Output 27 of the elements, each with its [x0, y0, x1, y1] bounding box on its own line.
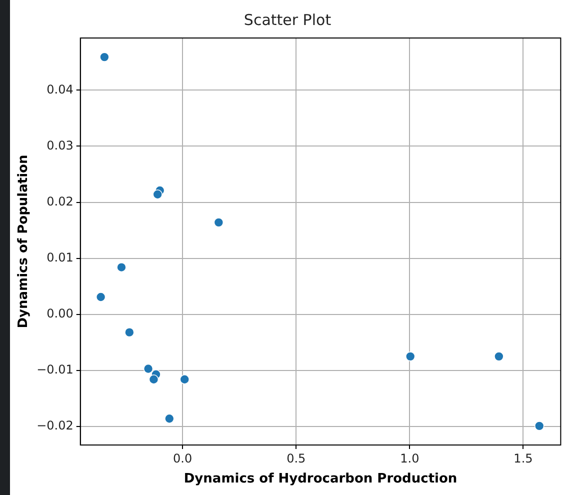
- y-axis-title: Dynamics of Population: [16, 154, 32, 328]
- point: [96, 292, 106, 302]
- point: [214, 218, 224, 228]
- point: [100, 52, 110, 62]
- point: [152, 190, 162, 200]
- y-tick-label: −0.02: [36, 418, 74, 433]
- point: [494, 352, 504, 362]
- y-tick-label: 0.03: [46, 138, 74, 152]
- y-tick-label: 0.01: [46, 250, 74, 264]
- point: [143, 364, 154, 374]
- chart-title: Scatter Plot: [244, 10, 332, 29]
- point: [164, 414, 174, 424]
- x-tick-label: 1.5: [514, 451, 533, 466]
- point: [180, 374, 190, 384]
- y-tick-label: 0.02: [46, 194, 74, 208]
- point: [124, 327, 134, 338]
- y-tick-label: 0.04: [46, 82, 74, 96]
- y-tick-label: −0.01: [36, 362, 74, 377]
- point: [148, 374, 159, 384]
- point: [534, 421, 544, 431]
- point: [405, 352, 416, 362]
- x-tick-label: 1.0: [400, 451, 420, 466]
- y-tick-label: 0.00: [46, 306, 74, 321]
- x-tick-label: 0.5: [286, 451, 306, 466]
- x-axis-title: Dynamics of Hydrocarbon Production: [184, 472, 458, 487]
- point: [116, 262, 126, 272]
- x-tick-label: 0.0: [173, 451, 192, 466]
